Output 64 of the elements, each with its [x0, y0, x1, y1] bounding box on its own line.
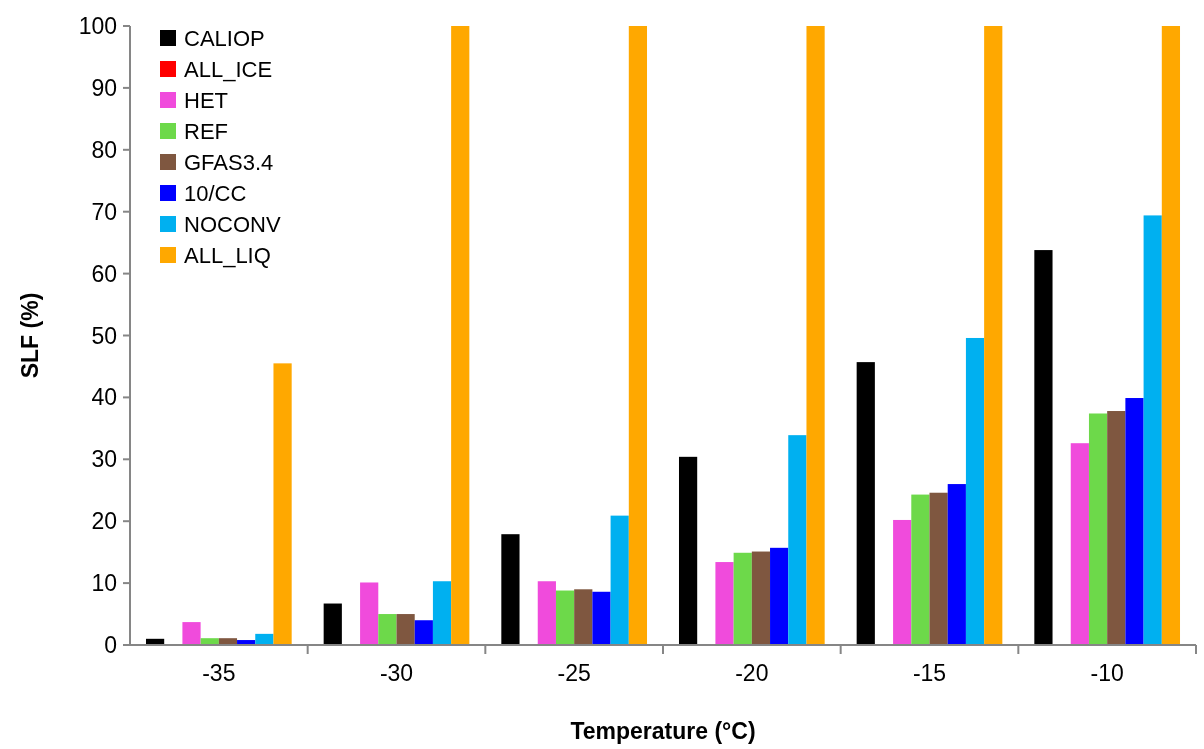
y-tick-label: 60	[91, 260, 117, 287]
bar	[574, 589, 593, 645]
bar	[273, 363, 292, 645]
bar	[537, 581, 556, 645]
legend-label: REF	[184, 118, 228, 144]
bar	[770, 547, 789, 645]
legend-label: HET	[184, 87, 228, 113]
x-axis-title: Temperature (°C)	[570, 718, 756, 744]
bar	[1125, 398, 1144, 645]
y-tick-label: 0	[104, 632, 117, 659]
bar	[323, 603, 342, 645]
bar	[929, 492, 948, 645]
x-tick-label: -30	[379, 660, 414, 687]
bar	[911, 494, 930, 645]
legend-label: ALL_ICE	[184, 56, 273, 82]
x-tick-label: -10	[1090, 660, 1124, 687]
bar	[715, 562, 734, 645]
bar	[610, 515, 629, 645]
legend-label: GFAS3.4	[184, 149, 274, 175]
x-tick-label: -15	[912, 660, 947, 687]
bar	[378, 614, 397, 645]
bar	[628, 26, 648, 645]
bar	[592, 591, 611, 645]
bar	[678, 456, 698, 645]
bar	[451, 26, 470, 645]
y-tick-label: 90	[91, 74, 117, 101]
legend-label: NOCONV	[184, 211, 281, 237]
y-tick-label: 10	[91, 570, 117, 597]
bar	[432, 581, 452, 645]
bar	[396, 614, 415, 645]
bar	[733, 552, 752, 645]
bar	[856, 362, 875, 645]
y-axis-title: SLF (%)	[17, 292, 43, 379]
bar	[1107, 411, 1126, 645]
bar	[806, 26, 825, 645]
bar	[501, 534, 520, 645]
bar	[751, 551, 771, 645]
bar	[1034, 250, 1053, 645]
bar	[360, 582, 379, 645]
bar	[1088, 413, 1108, 645]
bar	[965, 337, 985, 645]
bar	[555, 590, 575, 645]
bar	[947, 484, 966, 645]
bar	[1070, 443, 1089, 645]
y-tick-label: 100	[78, 13, 117, 40]
bar	[182, 622, 201, 645]
bar	[893, 519, 912, 645]
x-tick-label: -20	[735, 660, 769, 687]
y-tick-label: 80	[91, 136, 117, 163]
y-tick-label: 70	[91, 198, 117, 225]
legend-label: ALL_LIQ	[184, 242, 271, 268]
y-tick-label: 50	[91, 322, 117, 349]
x-tick-label: -25	[557, 660, 591, 687]
y-tick-label: 30	[91, 446, 117, 473]
y-tick-label: 20	[91, 508, 117, 535]
legend-label: 10/CC	[184, 180, 247, 206]
bar	[1143, 215, 1162, 645]
bar	[414, 620, 433, 645]
y-tick-label: 40	[91, 384, 117, 411]
legend-label: CALIOP	[184, 25, 265, 51]
bar	[984, 26, 1003, 645]
bar	[788, 435, 807, 645]
bar	[1161, 26, 1181, 645]
x-tick-label: -35	[202, 660, 236, 687]
